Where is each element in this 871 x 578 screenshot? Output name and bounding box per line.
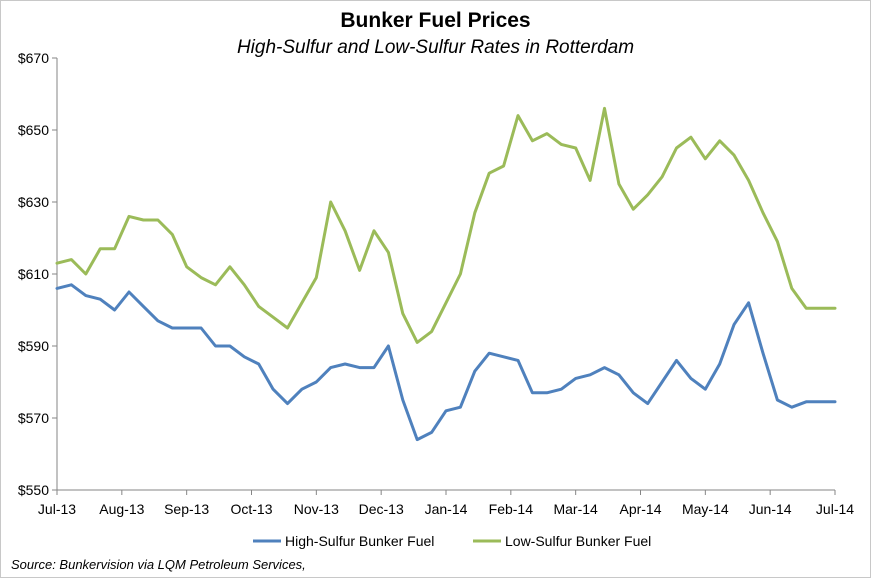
y-tick-label: $570 [18,410,49,426]
x-tick-label: May-14 [682,501,729,517]
x-tick-label: Oct-13 [230,501,272,517]
legend: High-Sulfur Bunker Fuel Low-Sulfur Bunker… [253,533,651,549]
y-tick-label: $590 [18,338,49,354]
y-ticks: $550 $570 $590 $610 $630 $650 $670 [18,50,57,498]
series-lines [55,106,837,442]
x-tick-label: Sep-13 [164,501,209,517]
chart-subtitle: High-Sulfur and Low-Sulfur Rates in Rott… [236,37,635,58]
x-tick-label: Jan-14 [425,501,468,517]
y-tick-label: $550 [18,482,49,498]
series-line-low-sulfur [55,106,837,344]
y-tick-label: $670 [18,50,49,66]
x-tick-label: Aug-13 [99,501,144,517]
chart-title: Bunker Fuel Prices [340,9,531,32]
x-tick-label: Jun-14 [749,501,792,517]
y-tick-label: $610 [18,266,49,282]
x-ticks: Jul-13 Aug-13 Sep-13 Oct-13 Nov-13 Dec-13 Jan-… [38,490,854,517]
x-tick-label: Apr-14 [619,501,661,517]
x-tick-label: Mar-14 [553,501,598,517]
x-tick-label: Jul-14 [816,501,854,517]
source-note: Source: Bunkervision via LQM Petroleum S… [11,557,306,572]
x-tick-label: Dec-13 [359,501,404,517]
y-tick-label: $650 [18,122,49,138]
axes-group [56,58,835,491]
x-tick-label: Nov-13 [294,501,339,517]
y-tick-label: $630 [18,194,49,210]
series-line-high-sulfur [55,283,837,442]
legend-label: High-Sulfur Bunker Fuel [285,533,434,549]
x-tick-label: Jul-13 [38,501,76,517]
x-tick-label: Feb-14 [489,501,534,517]
legend-label: Low-Sulfur Bunker Fuel [505,533,651,549]
